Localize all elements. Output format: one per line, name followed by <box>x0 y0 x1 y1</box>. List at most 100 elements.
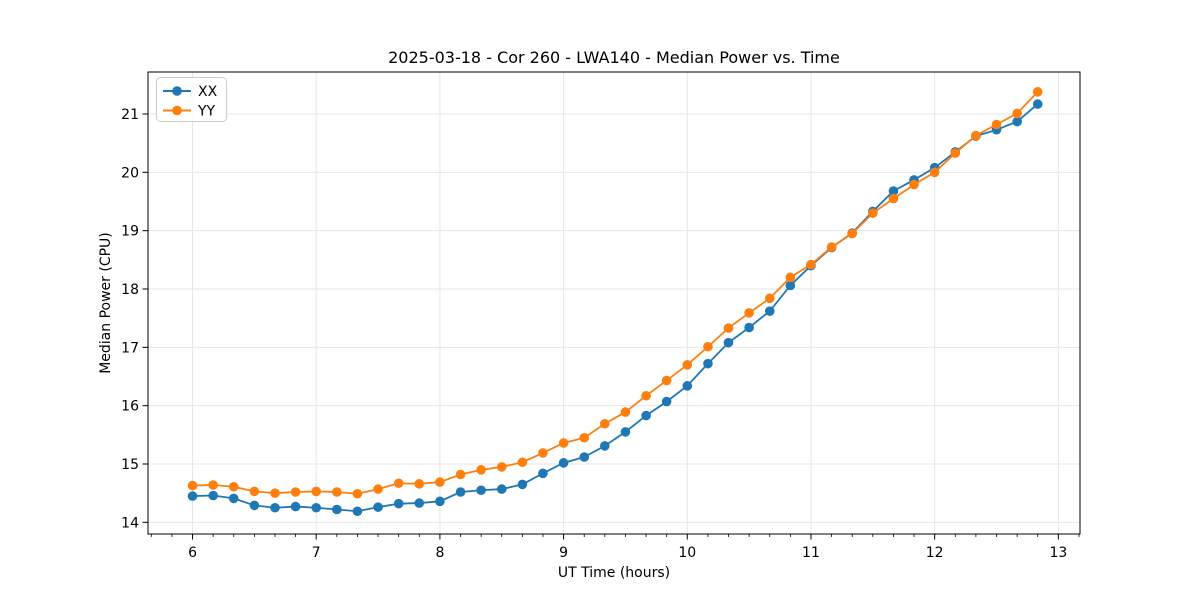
data-point-yy <box>785 272 796 283</box>
x-tick-label: 13 <box>1049 545 1067 561</box>
data-point-yy <box>971 130 981 141</box>
data-point-yy <box>661 375 672 386</box>
data-point-yy <box>393 478 404 489</box>
data-point-xx <box>249 500 260 511</box>
data-point-yy <box>208 480 218 490</box>
data-point-yy <box>806 259 816 270</box>
x-tick-label: 10 <box>678 545 696 561</box>
tick-labels: 6 7 8 9 10 11 12 13 14 15 16 17 18 19 20 21 <box>121 107 1067 561</box>
plot-border <box>147 71 1081 535</box>
data-point-xx <box>455 487 466 497</box>
data-point-yy <box>187 480 198 491</box>
y-tick-label: 15 <box>121 457 139 473</box>
data-point-yy <box>476 465 486 475</box>
data-point-yy <box>558 438 569 448</box>
data-point-xx <box>641 410 651 421</box>
data-point-yy <box>270 488 280 498</box>
series-yy <box>187 87 1043 499</box>
data-point-xx <box>744 322 754 333</box>
data-point-xx <box>270 502 280 513</box>
data-point-xx <box>352 506 363 517</box>
series-layer <box>187 87 1043 517</box>
data-point-yy <box>1012 108 1022 119</box>
data-point-yy <box>290 487 301 497</box>
x-tick-label: 9 <box>559 545 568 561</box>
data-point-xx <box>311 502 322 513</box>
data-point-xx <box>599 441 610 451</box>
x-tick-label: 8 <box>435 545 444 561</box>
legend: XX YY <box>156 77 227 122</box>
data-point-yy <box>744 308 754 318</box>
axes <box>142 71 1081 540</box>
data-point-xx <box>558 458 569 468</box>
data-point-xx <box>888 186 899 196</box>
y-tick-label: 21 <box>121 107 139 123</box>
data-point-yy <box>352 488 363 499</box>
data-point-xx <box>682 381 693 391</box>
data-point-yy <box>538 448 548 458</box>
data-point-yy <box>909 179 919 190</box>
data-point-yy <box>868 208 878 218</box>
data-point-yy <box>703 341 713 352</box>
data-point-yy <box>579 432 590 443</box>
data-point-xx <box>393 498 404 509</box>
data-point-xx <box>373 502 383 512</box>
data-point-xx <box>723 337 734 348</box>
data-point-xx <box>538 468 548 479</box>
x-axis-label: UT Time (hours) <box>558 565 670 581</box>
legend-item-xx: XX <box>163 84 218 100</box>
data-point-yy <box>620 407 631 417</box>
data-point-xx <box>764 306 775 316</box>
data-point-yy <box>414 479 425 489</box>
data-point-xx <box>620 427 631 437</box>
data-point-yy <box>991 119 1002 130</box>
data-point-yy <box>826 242 837 252</box>
data-point-yy <box>517 457 528 468</box>
x-tick-label: 7 <box>312 545 321 561</box>
chart-title: 2025-03-18 - Cor 260 - LWA140 - Median P… <box>388 48 840 67</box>
yy-marker-swatch <box>172 105 182 116</box>
data-point-xx <box>228 493 239 504</box>
data-point-yy <box>599 418 610 429</box>
gridlines <box>148 72 1080 534</box>
legend-item-yy: YY <box>163 104 216 120</box>
y-tick-label: 14 <box>121 515 139 531</box>
data-point-xx <box>414 498 425 508</box>
data-point-yy <box>682 360 693 370</box>
xx-marker-swatch <box>172 86 182 96</box>
data-point-yy <box>888 193 899 204</box>
data-point-yy <box>311 486 322 497</box>
x-tick-label: 12 <box>926 545 944 561</box>
data-point-yy <box>496 462 507 472</box>
data-point-xx <box>290 501 301 512</box>
data-point-xx <box>187 491 198 501</box>
series-line-xx <box>192 103 1039 513</box>
data-point-yy <box>950 148 961 158</box>
series-line-yy <box>192 91 1039 495</box>
data-point-xx <box>517 479 528 490</box>
data-point-xx <box>496 484 507 494</box>
series-xx <box>187 99 1043 517</box>
data-point-yy <box>723 323 734 333</box>
data-point-yy <box>847 228 857 239</box>
data-point-yy <box>373 484 383 494</box>
data-point-xx <box>332 504 342 515</box>
data-point-xx <box>476 485 486 496</box>
data-point-yy <box>764 293 775 304</box>
data-point-yy <box>249 486 260 497</box>
data-point-yy <box>435 477 445 487</box>
y-tick-label: 16 <box>121 399 139 415</box>
x-tick-label: 11 <box>802 545 820 561</box>
y-tick-label: 18 <box>121 282 139 298</box>
data-point-yy <box>228 481 239 492</box>
data-point-xx <box>703 358 713 369</box>
data-point-xx <box>1032 99 1043 109</box>
data-point-xx <box>208 490 218 501</box>
x-tick-label: 6 <box>188 545 197 561</box>
data-point-yy <box>1032 87 1043 97</box>
data-point-xx <box>579 452 590 462</box>
data-point-yy <box>641 390 651 401</box>
data-point-yy <box>929 167 940 178</box>
